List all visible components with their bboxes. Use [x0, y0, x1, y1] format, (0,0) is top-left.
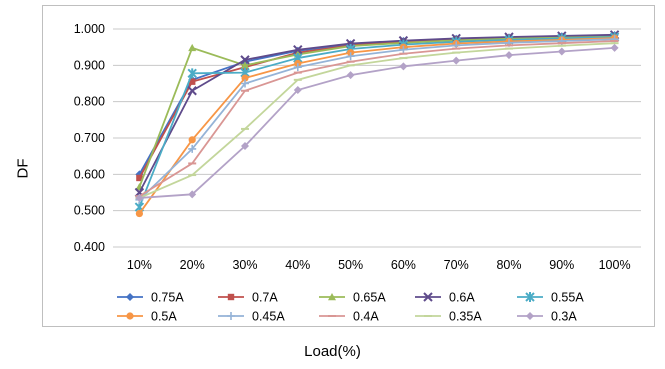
series-0.3A — [135, 43, 619, 202]
legend-marker — [227, 293, 235, 301]
y-tick-label: 0.900 — [74, 58, 105, 72]
series-line — [139, 46, 615, 199]
series-line — [139, 42, 615, 199]
data-point — [188, 190, 197, 199]
y-tick-label: 0.400 — [74, 240, 105, 254]
legend-marker — [328, 293, 336, 301]
data-point — [452, 56, 461, 65]
legend-marker — [126, 312, 134, 320]
series-0.4A — [135, 39, 619, 198]
series-0.45A — [135, 35, 619, 204]
data-point — [293, 86, 302, 95]
data-point — [240, 55, 250, 65]
data-point — [505, 51, 513, 60]
series-line — [138, 33, 615, 193]
x-tick-label: 30% — [232, 258, 257, 272]
data-point — [188, 144, 197, 153]
data-point — [293, 45, 303, 55]
legend: 0.75A 0.7A 0.65A 0.6A 0.55A 0.5A 0.45A 0.4A 0.35… — [117, 291, 584, 324]
x-axis-ticks: 10% 20% 30% 40% 50% 60% 70% 80% 90% 100% — [127, 258, 631, 272]
legend-entry: 0.55A — [517, 291, 584, 305]
legend-entry: 0.65A — [319, 291, 386, 305]
series-line — [138, 37, 615, 215]
legend-marker — [526, 312, 534, 320]
y-tick-label: 0.500 — [74, 204, 105, 218]
y-tick-label: 0.700 — [74, 131, 105, 145]
legend-marker — [126, 293, 134, 301]
series-0.7A — [136, 32, 618, 182]
data-point — [241, 61, 249, 69]
x-axis-label: Load(%) — [304, 343, 361, 360]
legend-entry: 0.4A — [319, 310, 379, 324]
data-point — [346, 71, 355, 80]
data-point — [293, 63, 302, 72]
legend-label: 0.3A — [551, 310, 577, 324]
plot-area — [134, 30, 620, 218]
legend-label: 0.6A — [449, 291, 475, 305]
x-tick-label: 40% — [285, 258, 310, 272]
data-point — [135, 209, 143, 218]
legend-label: 0.75A — [151, 291, 184, 305]
data-point — [189, 78, 196, 85]
legend-label: 0.4A — [353, 310, 379, 324]
data-point — [557, 47, 566, 56]
x-tick-label: 60% — [391, 258, 416, 272]
data-point — [241, 141, 249, 150]
x-tick-label: 50% — [338, 258, 363, 272]
series-line — [138, 40, 615, 197]
data-point — [187, 86, 197, 96]
data-point — [135, 193, 144, 202]
x-tick-label: 10% — [127, 258, 152, 272]
legend-label: 0.7A — [252, 291, 278, 305]
chart-frame: 0.400 0.500 0.600 0.700 0.800 0.900 1.000 10% 2… — [42, 5, 655, 327]
legend-label: 0.35A — [449, 310, 482, 324]
y-tick-label: 0.800 — [74, 95, 105, 109]
series-0.6A — [134, 30, 620, 198]
data-point — [241, 74, 249, 82]
legend-entry: 0.45A — [218, 310, 285, 324]
series-line — [138, 35, 615, 188]
x-tick-label: 80% — [496, 258, 521, 272]
x-tick-label: 20% — [180, 258, 205, 272]
series-0.65A — [135, 32, 619, 191]
series-line — [138, 36, 615, 208]
series-line — [138, 38, 615, 201]
data-point — [346, 52, 355, 61]
y-axis-ticks: 0.400 0.500 0.600 0.700 0.800 0.900 1.000 — [74, 22, 105, 254]
data-point — [136, 174, 143, 182]
legend-marker — [227, 312, 235, 320]
legend-entry: 0.75A — [117, 291, 184, 305]
x-tick-label: 70% — [444, 258, 469, 272]
data-point — [188, 136, 196, 144]
line-chart: 0.400 0.500 0.600 0.700 0.800 0.900 1.000 10% 2… — [74, 22, 641, 324]
y-axis-label: DF — [14, 158, 32, 179]
data-point — [241, 79, 249, 88]
series-line — [138, 34, 615, 175]
series-0.35A — [135, 42, 619, 199]
data-point — [399, 45, 408, 54]
data-point — [188, 43, 197, 52]
legend-label: 0.45A — [252, 310, 285, 324]
data-point — [187, 68, 197, 79]
legend-entry: 0.35A — [415, 310, 482, 324]
y-tick-label: 0.600 — [74, 167, 105, 181]
legend-entry: 0.6A — [415, 291, 475, 305]
legend-entry: 0.7A — [218, 291, 278, 305]
legend-entry: 0.3A — [517, 310, 577, 324]
legend-label: 0.55A — [551, 291, 584, 305]
x-tick-label: 90% — [549, 258, 574, 272]
legend-label: 0.5A — [151, 310, 177, 324]
x-tick-label: 100% — [599, 258, 631, 272]
legend-marker — [423, 292, 433, 302]
legend-label: 0.65A — [353, 291, 386, 305]
y-tick-label: 1.000 — [74, 22, 105, 36]
data-point — [399, 62, 408, 71]
data-point — [610, 43, 619, 52]
legend-marker — [525, 292, 535, 302]
legend-entry: 0.5A — [117, 310, 177, 324]
